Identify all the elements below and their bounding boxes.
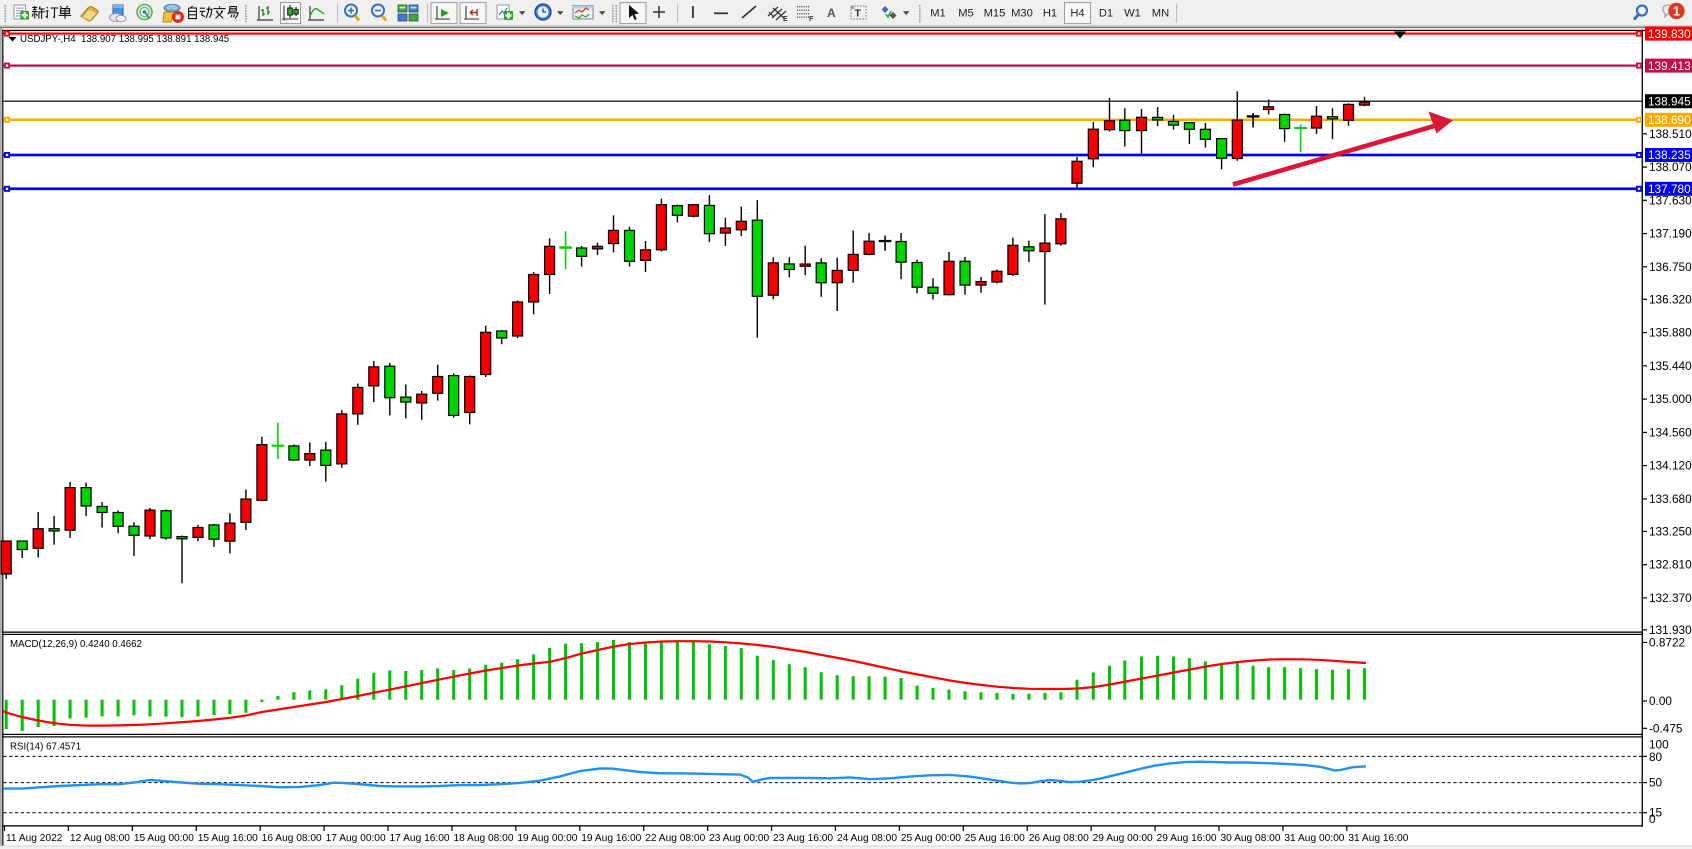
svg-text:A: A — [827, 6, 836, 20]
svg-text:133.250: 133.250 — [1649, 524, 1692, 538]
svg-text:133.680: 133.680 — [1649, 492, 1692, 506]
svg-text:F: F — [809, 16, 814, 23]
svg-text:29 Aug 16:00: 29 Aug 16:00 — [1157, 833, 1217, 844]
svg-text:18 Aug 08:00: 18 Aug 08:00 — [453, 833, 513, 844]
svg-text:132.370: 132.370 — [1649, 591, 1692, 605]
svg-text:135.000: 135.000 — [1649, 392, 1692, 406]
svg-text:USDJPY-,H4 138.907 138.995 13: USDJPY-,H4 138.907 138.995 138.891 138.9… — [20, 34, 229, 45]
svg-text:15 Aug 16:00: 15 Aug 16:00 — [198, 833, 258, 844]
svg-text:1: 1 — [1673, 4, 1680, 18]
svg-text:135.880: 135.880 — [1649, 326, 1692, 340]
svg-text:131.930: 131.930 — [1649, 623, 1692, 637]
svg-text:138.235: 138.235 — [1648, 148, 1691, 162]
svg-text:22 Aug 08:00: 22 Aug 08:00 — [645, 833, 705, 844]
svg-text:29 Aug 00:00: 29 Aug 00:00 — [1093, 833, 1153, 844]
svg-text:12 Aug 08:00: 12 Aug 08:00 — [70, 833, 130, 844]
svg-text:MACD(12,26,9) 0.4240 0.4662: MACD(12,26,9) 0.4240 0.4662 — [10, 639, 142, 650]
svg-text:134.560: 134.560 — [1649, 425, 1692, 439]
svg-text:19 Aug 16:00: 19 Aug 16:00 — [581, 833, 641, 844]
svg-text:31 Aug 16:00: 31 Aug 16:00 — [1348, 833, 1408, 844]
svg-text:132.810: 132.810 — [1649, 558, 1692, 572]
svg-text:26 Aug 08:00: 26 Aug 08:00 — [1029, 833, 1089, 844]
svg-text:138.510: 138.510 — [1649, 127, 1692, 141]
svg-text:25 Aug 00:00: 25 Aug 00:00 — [901, 833, 961, 844]
svg-text:15: 15 — [1649, 806, 1663, 820]
svg-text:E: E — [783, 16, 788, 23]
svg-text:80: 80 — [1649, 750, 1663, 764]
svg-text:135.440: 135.440 — [1649, 359, 1692, 373]
svg-text:W1: W1 — [1124, 7, 1141, 19]
svg-text:134.120: 134.120 — [1649, 459, 1692, 473]
svg-text:136.320: 136.320 — [1649, 292, 1692, 306]
svg-text:19 Aug 00:00: 19 Aug 00:00 — [517, 833, 577, 844]
svg-text:M15: M15 — [984, 7, 1006, 19]
svg-text:139.830: 139.830 — [1648, 27, 1691, 41]
svg-text:137.630: 137.630 — [1649, 193, 1692, 207]
svg-text:-0.475: -0.475 — [1649, 721, 1683, 735]
svg-text:25 Aug 16:00: 25 Aug 16:00 — [965, 833, 1025, 844]
svg-text:D1: D1 — [1099, 7, 1113, 19]
svg-text:17 Aug 16:00: 17 Aug 16:00 — [390, 833, 450, 844]
svg-text:23 Aug 16:00: 23 Aug 16:00 — [773, 833, 833, 844]
svg-text:15 Aug 00:00: 15 Aug 00:00 — [134, 833, 194, 844]
svg-text:0.00: 0.00 — [1649, 694, 1672, 708]
svg-text:31 Aug 00:00: 31 Aug 00:00 — [1284, 833, 1344, 844]
svg-text:M1: M1 — [930, 7, 946, 19]
svg-text:16 Aug 08:00: 16 Aug 08:00 — [262, 833, 322, 844]
svg-text:138.945: 138.945 — [1648, 94, 1691, 108]
svg-text:139.413: 139.413 — [1648, 59, 1691, 73]
svg-text:23 Aug 00:00: 23 Aug 00:00 — [709, 833, 769, 844]
svg-text:0.8722: 0.8722 — [1649, 636, 1685, 650]
svg-text:136.750: 136.750 — [1649, 260, 1692, 274]
svg-text:137.190: 137.190 — [1649, 227, 1692, 241]
svg-text:137.780: 137.780 — [1648, 182, 1691, 196]
svg-text:138.690: 138.690 — [1648, 113, 1691, 127]
svg-text:30 Aug 08:00: 30 Aug 08:00 — [1220, 833, 1280, 844]
svg-text:0: 0 — [1649, 812, 1656, 826]
svg-text:H1: H1 — [1043, 7, 1057, 19]
svg-text:17 Aug 00:00: 17 Aug 00:00 — [326, 833, 386, 844]
svg-text:M5: M5 — [958, 7, 974, 19]
svg-text:11 Aug 2022: 11 Aug 2022 — [6, 833, 63, 844]
svg-text:24 Aug 08:00: 24 Aug 08:00 — [837, 833, 897, 844]
svg-text:50: 50 — [1649, 776, 1663, 790]
svg-text:MN: MN — [1152, 7, 1169, 19]
svg-text:T: T — [855, 8, 862, 20]
svg-text:138.070: 138.070 — [1649, 160, 1692, 174]
svg-text:H4: H4 — [1070, 7, 1084, 19]
svg-text:RSI(14) 67.4571: RSI(14) 67.4571 — [10, 742, 81, 753]
svg-text:M30: M30 — [1011, 7, 1033, 19]
svg-text:100: 100 — [1649, 737, 1669, 751]
